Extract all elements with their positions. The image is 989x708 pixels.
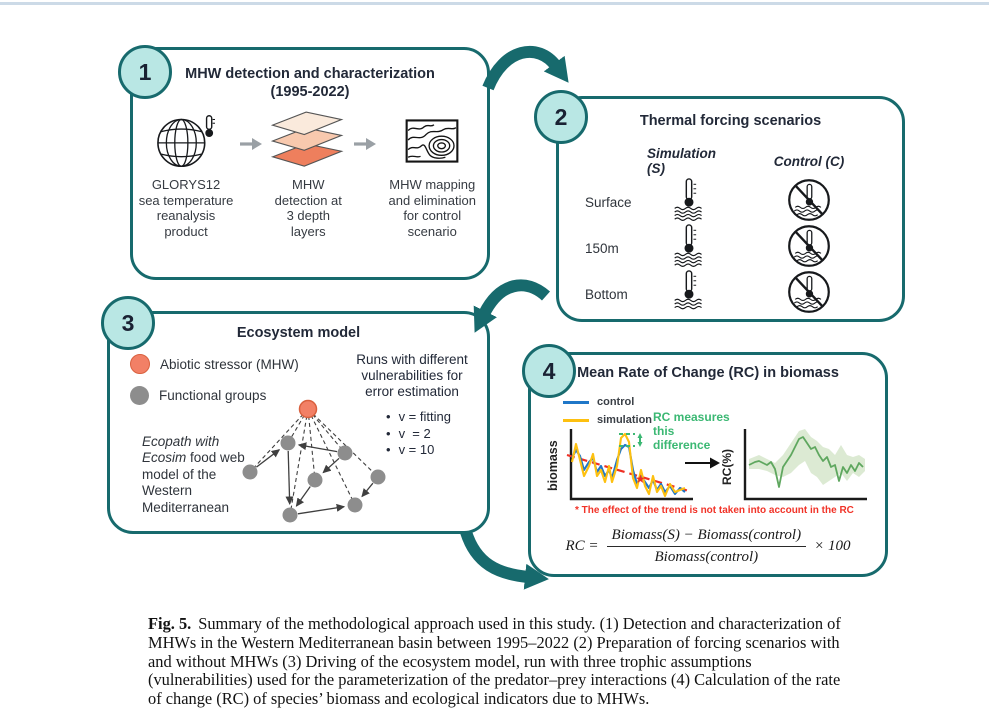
- food-web-diagram: [238, 398, 398, 538]
- column-simulation: Simulation (S): [647, 146, 717, 176]
- step-label: MHW detection at 3 depth layers: [274, 177, 342, 239]
- step-glorys12: GLORYS12 sea temperature reanalysis prod…: [133, 108, 239, 239]
- panel4-title: Mean Rate of Change (RC) in biomass: [577, 365, 839, 381]
- figure-label: Fig. 5.: [148, 614, 192, 634]
- model-description: Ecopath with Ecosim food web model of th…: [142, 434, 245, 515]
- control-line-icon: [563, 400, 589, 404]
- panel3-legend: Abiotic stressor (MHW) Functional groups: [130, 354, 299, 405]
- bullet-icon: •: [386, 442, 391, 457]
- step-number-2: 2: [534, 90, 588, 144]
- caption-text: Summary of the methodological approach u…: [148, 614, 841, 708]
- panel1-subtitle: (1995-2022): [270, 84, 350, 100]
- rc-annotation: RC measures this difference: [653, 410, 730, 452]
- row-label-bottom: Bottom: [585, 286, 628, 302]
- no-thermometer-icon: [786, 223, 832, 274]
- bullet-icon: •: [386, 409, 391, 424]
- panel2-table: Simulation (S) Control (C) Surface: [585, 143, 887, 317]
- bullet-icon: •: [386, 425, 391, 441]
- simulation-line-icon: [563, 418, 589, 422]
- thermometer-waves-icon: [672, 268, 706, 320]
- trend-footnote: * The effect of the trend is not taken i…: [575, 505, 854, 516]
- step-label: MHW mapping and elimination for control …: [388, 177, 476, 239]
- step-number-3: 3: [101, 296, 155, 350]
- orange-node-icon: [130, 354, 150, 374]
- runs-note: Runs with different vulnerabilities for …: [356, 352, 468, 399]
- bullet-item: • v = fitting: [386, 409, 451, 424]
- trend-star-icon: ★: [635, 472, 646, 486]
- panel-rate-of-change: Mean Rate of Change (RC) in biomass cont…: [528, 352, 888, 577]
- no-thermometer-icon: [786, 269, 832, 320]
- panel-thermal-forcing: Thermal forcing scenarios Simulation (S)…: [556, 96, 905, 322]
- rc-equation: RC = Biomass(S) − Biomass(control) Bioma…: [531, 527, 885, 566]
- no-thermometer-icon: [786, 177, 832, 228]
- globe-thermometer-icon: [155, 108, 217, 174]
- panel2-title: Thermal forcing scenarios: [639, 113, 822, 129]
- equation-denominator: Biomass(control): [654, 549, 759, 565]
- legend-label: Functional groups: [159, 388, 267, 403]
- legend-label: control: [597, 396, 635, 408]
- thermometer-waves-icon: [672, 222, 706, 274]
- biomass-chart: biomass ★: [545, 425, 695, 514]
- step-depth-layers: MHW detection at 3 depth layers: [263, 108, 353, 239]
- thermometer-waves-icon: [672, 176, 706, 228]
- equation-numerator: Biomass(S) − Biomass(control): [606, 527, 807, 547]
- bullet-item: • v = 10: [386, 442, 435, 457]
- figure-caption: Fig. 5. Summary of the methodological app…: [148, 615, 848, 708]
- depth-layers-icon: [267, 108, 349, 174]
- step-mhw-mapping: MHW mapping and elimination for control …: [377, 108, 487, 239]
- vulnerability-bullets: • v = fitting • v = 2 • v = 10: [386, 409, 451, 459]
- column-control: Control (C): [773, 153, 845, 169]
- equation-multiplier: × 100: [814, 538, 851, 554]
- rc-axis-label: RC(%): [720, 449, 734, 485]
- step-number-4: 4: [522, 344, 576, 398]
- legend-control: control: [563, 396, 652, 408]
- panel4-legend: control simulation: [563, 396, 652, 426]
- transform-arrow-icon: [683, 455, 721, 476]
- flow-arrow-2-to-3: [473, 279, 551, 333]
- rc-chart: RC(%): [719, 425, 873, 514]
- panel1-steps: GLORYS12 sea temperature reanalysis prod…: [133, 108, 487, 239]
- equation-lhs: RC =: [565, 538, 599, 554]
- legend-label: simulation: [597, 414, 653, 426]
- panel-mhw-detection: MHW detection and characterization (1995…: [130, 47, 490, 280]
- mhw-map-icon: [405, 108, 459, 174]
- panel1-title: MHW detection and characterization: [185, 66, 435, 82]
- legend-simulation: simulation: [563, 414, 652, 426]
- step-label: GLORYS12 sea temperature reanalysis prod…: [138, 177, 234, 239]
- legend-label: Abiotic stressor (MHW): [160, 356, 299, 372]
- row-label-surface: Surface: [585, 194, 632, 210]
- flow-arrow-3-to-4: [460, 529, 549, 590]
- legend-abiotic-stressor: Abiotic stressor (MHW): [130, 354, 299, 374]
- bullet-item: • v = 2: [386, 425, 431, 441]
- step-number-1: 1: [118, 45, 172, 99]
- row-label-150m: 150m: [585, 240, 619, 256]
- biomass-axis-label: biomass: [546, 440, 560, 491]
- right-arrow-icon: [353, 136, 377, 157]
- legend-functional-groups: Functional groups: [130, 386, 299, 405]
- right-arrow-icon: [239, 136, 263, 157]
- flow-arrow-1-to-2: [482, 45, 569, 91]
- panel3-title: Ecosystem model: [236, 325, 361, 341]
- top-divider: [0, 2, 989, 5]
- equation-fraction: Biomass(S) − Biomass(control) Biomass(co…: [606, 527, 807, 566]
- panel-ecosystem-model: Ecosystem model Abiotic stressor (MHW) F…: [107, 311, 490, 534]
- gray-node-icon: [130, 386, 149, 405]
